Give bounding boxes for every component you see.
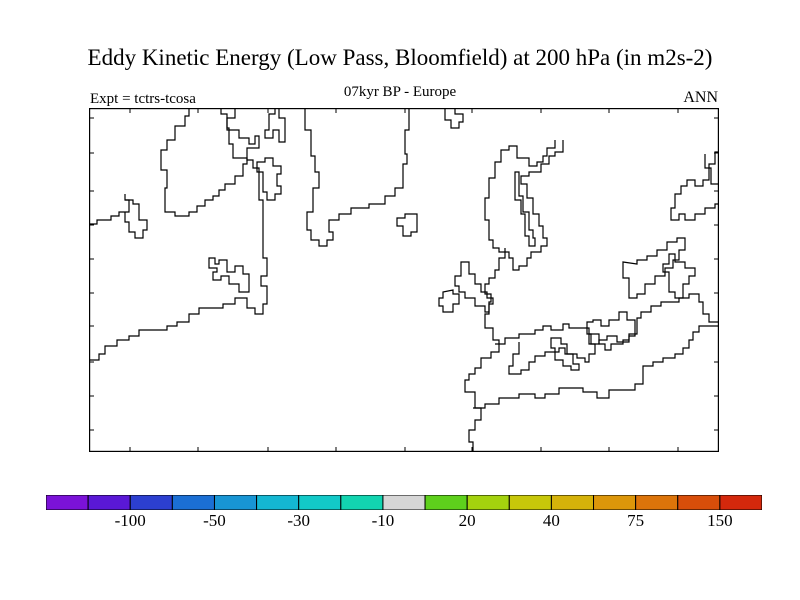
franz-josef-land (444, 108, 464, 129)
coastlines (89, 108, 719, 452)
colorbar-swatch (256, 495, 300, 510)
baffin-island-coast (89, 108, 268, 361)
italy-coast (550, 337, 580, 371)
colorbar-label: -50 (203, 511, 226, 530)
colorbar-label: -100 (114, 511, 146, 530)
colorbar-label: 40 (542, 511, 560, 530)
colorbar-label: -10 (371, 511, 395, 530)
colorbar-swatch (129, 495, 173, 510)
labrador-coast (124, 199, 148, 239)
baltic-coast (514, 171, 536, 247)
colorbar-label: 150 (707, 511, 733, 530)
colorbar-swatch (550, 495, 595, 510)
svalbard-coast (304, 108, 410, 247)
season-label: ANN (683, 89, 718, 106)
experiment-label: Expt = tctrs-tcosa (90, 91, 196, 107)
colorbar-swatch (340, 495, 384, 510)
colorbar (46, 495, 762, 510)
colorbar-swatch (298, 495, 342, 510)
hudson-strait-island (208, 257, 250, 293)
balkan-coast (508, 334, 596, 375)
black-sea-coast (586, 311, 636, 345)
arctic-island-coast (256, 157, 282, 201)
map-panel (89, 108, 719, 452)
colorbar-swatch (382, 495, 426, 510)
siberia-coast (670, 151, 719, 221)
scandinavia-coast (484, 140, 564, 271)
colorbar-swatch (46, 495, 89, 510)
map-frame (89, 108, 719, 452)
mediterranean-south-coast (473, 325, 719, 409)
labrador-island-coast (89, 194, 130, 225)
arctic-island-coast (264, 108, 286, 143)
colorbar-label: 75 (627, 511, 645, 530)
kara-sea-island (704, 154, 719, 185)
greenland-coast (160, 108, 248, 217)
colorbar-label: 20 (458, 511, 476, 530)
continental-europe-coast (464, 248, 506, 452)
colorbar-swatch (87, 495, 131, 510)
arctic-island-small (396, 213, 418, 237)
map-ticks (89, 108, 719, 452)
colorbar-swatch (719, 495, 762, 510)
plot-title: Eddy Kinetic Energy (Low Pass, Bloomfiel… (87, 45, 713, 70)
colorbar-swatch (677, 495, 721, 510)
colorbar-swatch (635, 495, 679, 510)
colorbar-label: -30 (287, 511, 311, 530)
colorbar-swatch (508, 495, 552, 510)
period-region-label: 07kyr BP - Europe (343, 84, 457, 100)
caspian-sea-coast (662, 253, 696, 299)
colorbar-swatch (424, 495, 468, 510)
mediterranean-north-coast (495, 293, 719, 351)
ireland-coast (438, 289, 460, 313)
colorbar-swatch (213, 495, 258, 510)
east-asia-coast (622, 237, 686, 299)
colorbar-swatch (466, 495, 510, 510)
colorbar-swatch (171, 495, 215, 510)
british-isles-coast (454, 261, 494, 313)
colorbar-swatch (593, 495, 637, 510)
